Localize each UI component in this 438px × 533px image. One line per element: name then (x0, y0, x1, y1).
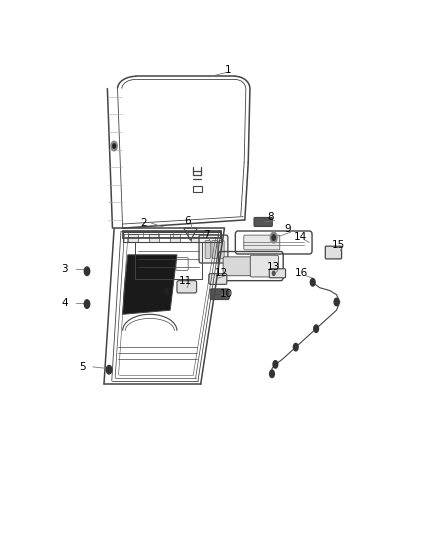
Text: 16: 16 (295, 268, 308, 278)
Polygon shape (123, 255, 177, 314)
Ellipse shape (84, 300, 90, 308)
Ellipse shape (270, 232, 277, 243)
Text: 2: 2 (140, 218, 147, 228)
Ellipse shape (334, 298, 339, 306)
Text: 11: 11 (179, 276, 192, 286)
FancyBboxPatch shape (219, 240, 224, 259)
Ellipse shape (272, 235, 276, 240)
Ellipse shape (314, 325, 318, 333)
FancyBboxPatch shape (148, 235, 159, 241)
FancyBboxPatch shape (128, 235, 138, 241)
Text: 5: 5 (79, 362, 86, 372)
Ellipse shape (106, 366, 112, 374)
Text: 10: 10 (219, 289, 233, 299)
Text: 4: 4 (62, 298, 68, 308)
Ellipse shape (272, 271, 275, 276)
Ellipse shape (293, 343, 298, 351)
FancyBboxPatch shape (325, 246, 342, 259)
Ellipse shape (84, 267, 90, 276)
FancyBboxPatch shape (254, 217, 272, 227)
Ellipse shape (111, 141, 117, 151)
Text: 7: 7 (204, 230, 210, 240)
Text: 3: 3 (62, 264, 68, 274)
Ellipse shape (311, 279, 315, 286)
Ellipse shape (113, 144, 116, 148)
Text: 13: 13 (267, 262, 280, 272)
FancyBboxPatch shape (177, 281, 197, 293)
FancyBboxPatch shape (191, 235, 201, 241)
Ellipse shape (273, 361, 278, 368)
FancyBboxPatch shape (170, 235, 180, 241)
Text: 12: 12 (215, 268, 228, 278)
FancyBboxPatch shape (199, 235, 228, 263)
Polygon shape (184, 228, 197, 240)
Text: 9: 9 (284, 224, 290, 234)
FancyBboxPatch shape (223, 257, 251, 276)
Ellipse shape (165, 288, 169, 295)
FancyBboxPatch shape (250, 255, 279, 277)
FancyBboxPatch shape (212, 240, 217, 259)
FancyBboxPatch shape (210, 289, 229, 300)
FancyBboxPatch shape (244, 235, 280, 250)
Text: 15: 15 (332, 239, 345, 249)
FancyBboxPatch shape (269, 269, 286, 278)
Text: 1: 1 (225, 64, 231, 75)
Text: 8: 8 (268, 212, 274, 222)
FancyBboxPatch shape (205, 240, 211, 259)
Text: 6: 6 (184, 216, 191, 226)
FancyBboxPatch shape (209, 273, 227, 284)
Text: 14: 14 (294, 232, 307, 242)
Ellipse shape (270, 370, 274, 377)
